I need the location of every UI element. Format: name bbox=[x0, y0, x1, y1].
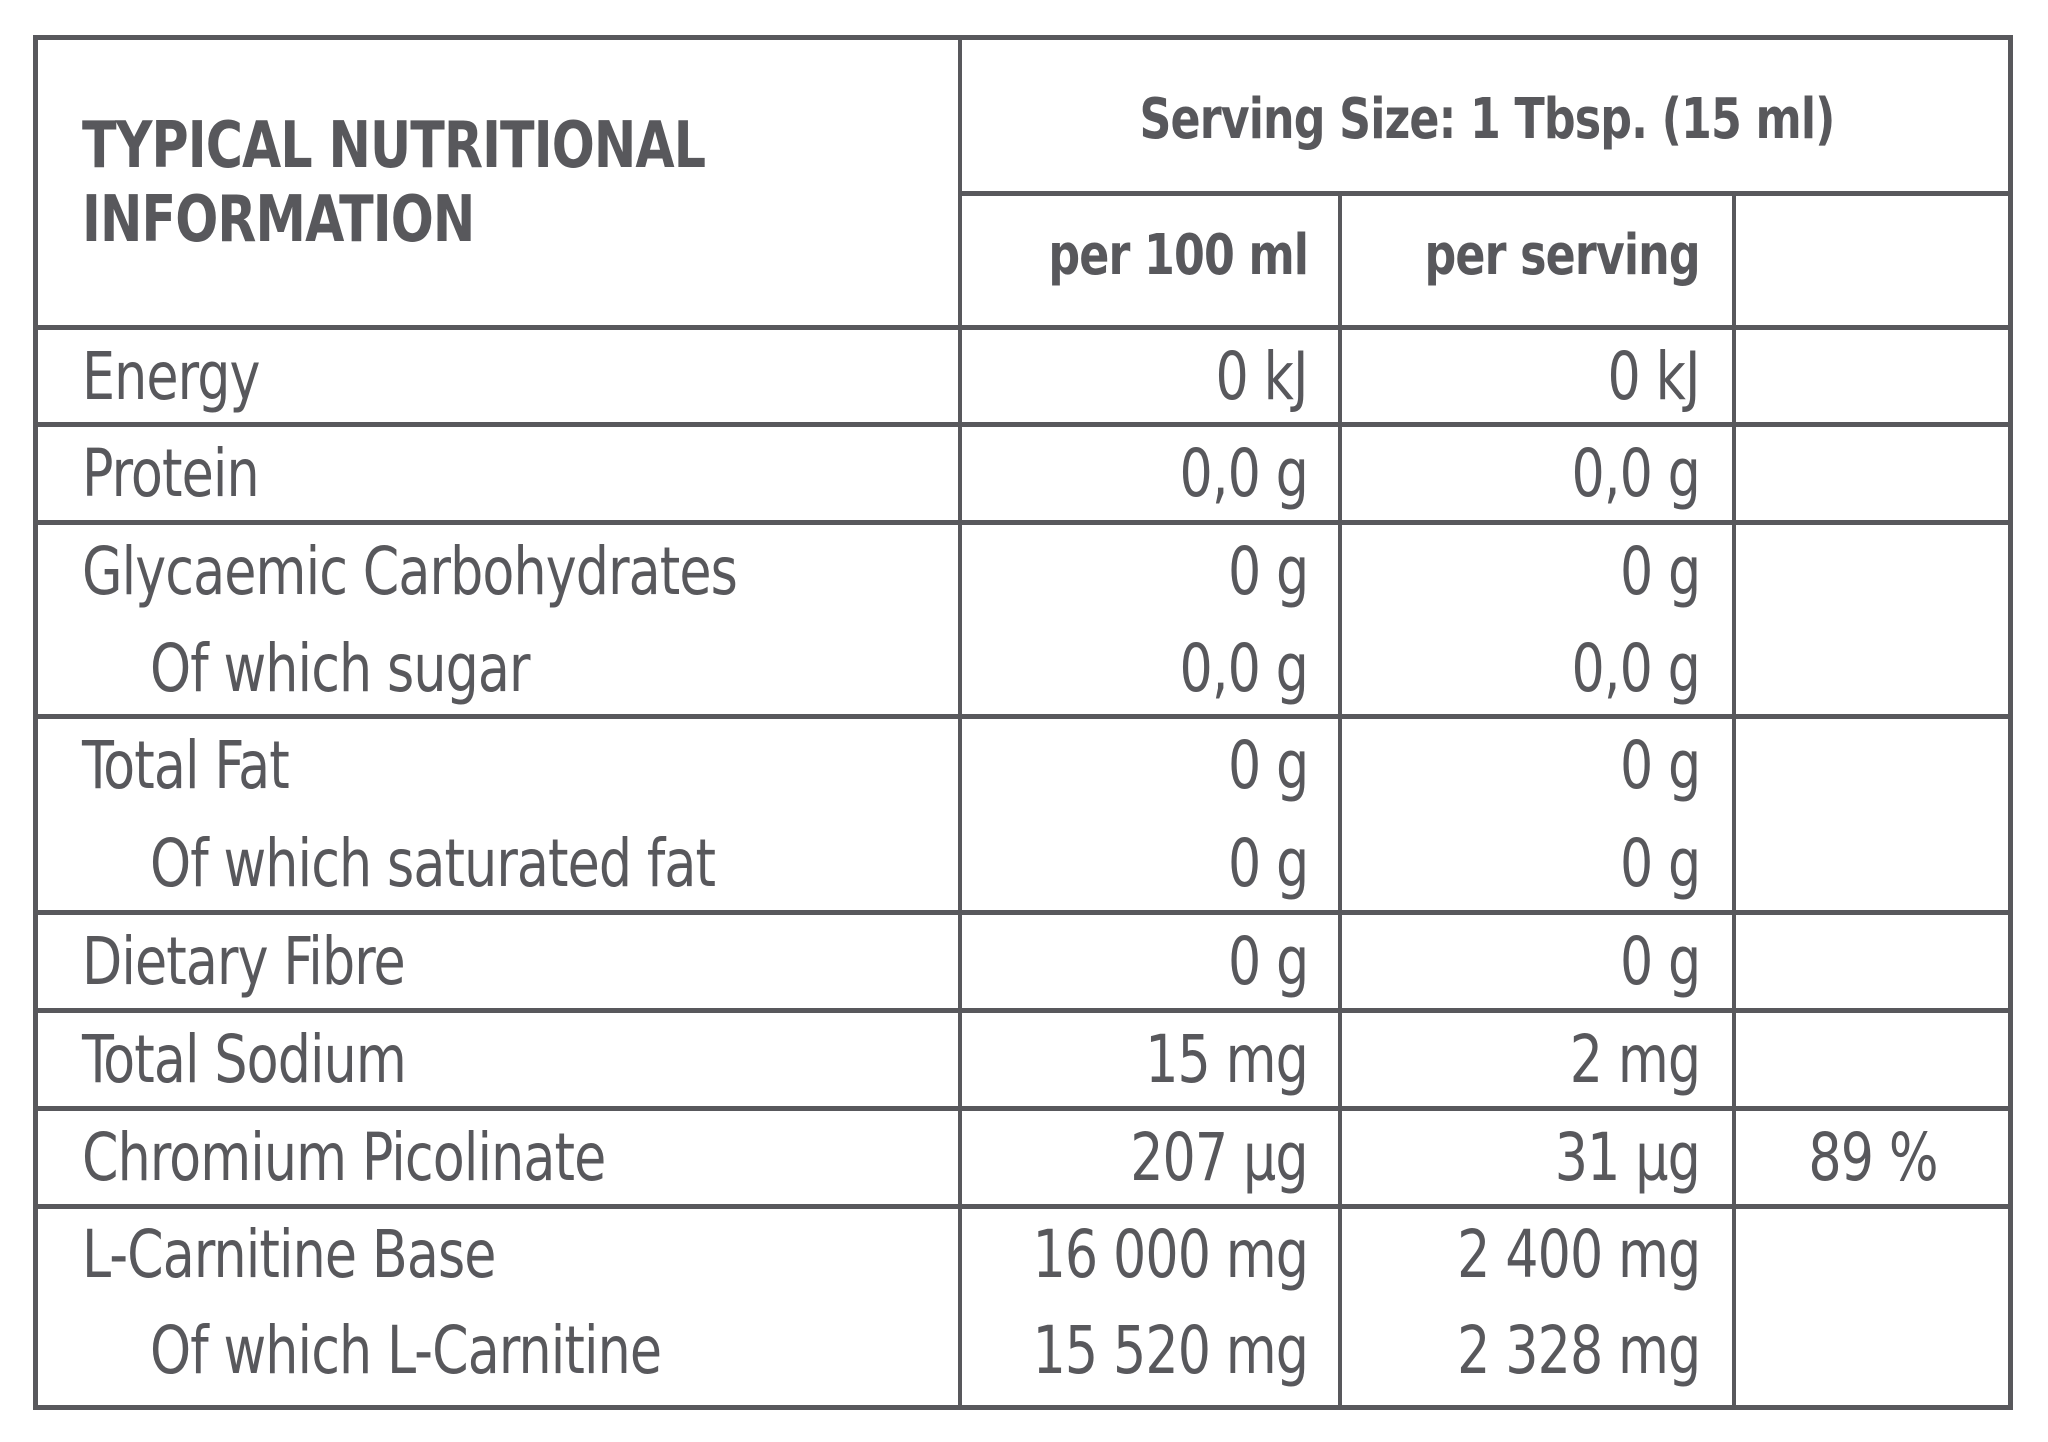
row-divider bbox=[33, 910, 2013, 915]
row-label: Chromium Picolinate bbox=[82, 1119, 606, 1196]
row-per-serving: 2 400 mg bbox=[1456, 1216, 1701, 1293]
row-per-serving: 0,0 g bbox=[1571, 435, 1701, 512]
row-divider bbox=[33, 1106, 2013, 1111]
row-label: Energy bbox=[82, 338, 260, 415]
table-title: INFORMATION bbox=[82, 183, 475, 257]
column-divider bbox=[1732, 193, 1736, 1410]
table-title: TYPICAL NUTRITIONAL bbox=[82, 109, 706, 183]
row-label: Total Sodium bbox=[82, 1021, 407, 1098]
row-per-100ml: 0 g bbox=[1227, 825, 1309, 902]
row-per-serving: 0,0 g bbox=[1571, 630, 1701, 707]
row-per-serving: 0 kJ bbox=[1608, 338, 1701, 415]
row-per-serving: 2 mg bbox=[1569, 1021, 1701, 1098]
row-per-100ml: 0 kJ bbox=[1216, 338, 1309, 415]
row-per-100ml: 0 g bbox=[1227, 923, 1309, 1000]
column-header-per-serving: per serving bbox=[1424, 223, 1701, 288]
nutrition-table bbox=[33, 35, 2013, 1410]
row-per-serving: 2 328 mg bbox=[1456, 1312, 1701, 1389]
row-label: Of which saturated fat bbox=[150, 825, 716, 902]
row-label: Dietary Fibre bbox=[82, 923, 406, 1000]
row-divider bbox=[33, 1008, 2013, 1013]
row-per-serving: 0 g bbox=[1619, 727, 1701, 804]
column-divider bbox=[1338, 193, 1342, 1410]
row-divider bbox=[33, 714, 2013, 719]
row-per-100ml: 15 mg bbox=[1145, 1021, 1309, 1098]
row-per-100ml: 15 520 mg bbox=[1032, 1312, 1308, 1389]
row-per-100ml: 0,0 g bbox=[1179, 630, 1309, 707]
row-divider bbox=[33, 1204, 2013, 1209]
serving-size: Serving Size: 1 Tbsp. (15 ml) bbox=[1139, 87, 1835, 152]
row-label: L-Carnitine Base bbox=[82, 1216, 496, 1293]
row-per-100ml: 0,0 g bbox=[1179, 435, 1309, 512]
header-divider bbox=[958, 191, 2013, 196]
row-label: Total Fat bbox=[82, 727, 290, 804]
row-divider bbox=[33, 520, 2013, 525]
row-per-serving: 31 µg bbox=[1554, 1119, 1701, 1196]
column-header-per-100ml: per 100 ml bbox=[1048, 223, 1309, 288]
row-divider bbox=[33, 325, 2013, 330]
row-per-serving: 0 g bbox=[1619, 533, 1701, 610]
row-per-serving: 0 g bbox=[1619, 923, 1701, 1000]
row-label: Of which sugar bbox=[150, 630, 530, 707]
row-label: Of which L-Carnitine bbox=[150, 1312, 662, 1389]
row-label: Glycaemic Carbohydrates bbox=[82, 533, 738, 610]
row-per-100ml: 207 µg bbox=[1130, 1119, 1309, 1196]
row-daily-value: 89 % bbox=[1808, 1119, 1938, 1196]
row-per-100ml: 0 g bbox=[1227, 727, 1309, 804]
row-per-serving: 0 g bbox=[1619, 825, 1701, 902]
row-divider bbox=[33, 422, 2013, 427]
column-divider bbox=[958, 35, 962, 1410]
row-per-100ml: 16 000 mg bbox=[1032, 1216, 1308, 1293]
row-label: Protein bbox=[82, 435, 260, 512]
row-per-100ml: 0 g bbox=[1227, 533, 1309, 610]
